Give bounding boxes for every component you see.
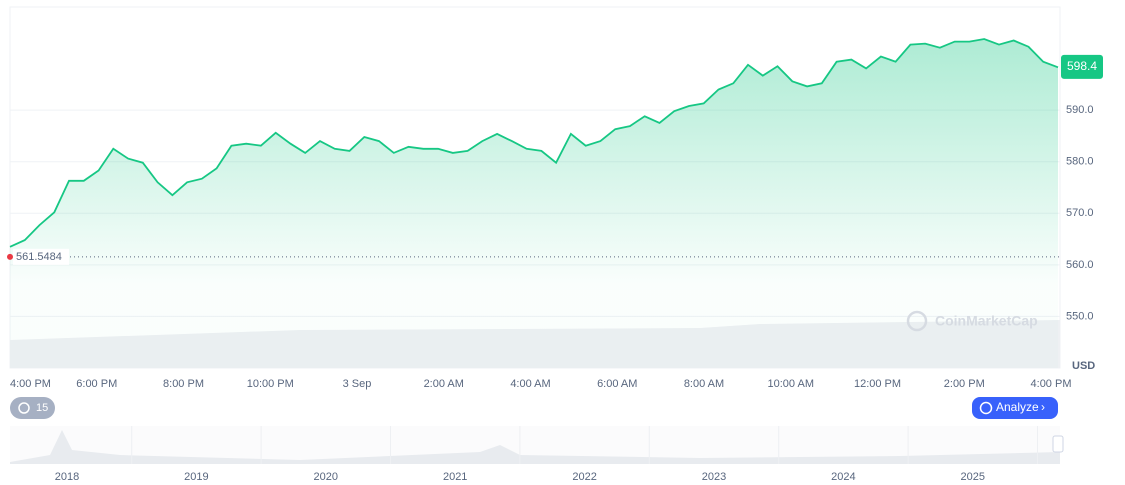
watermark: CoinMarketCap: [935, 313, 1038, 329]
history-count[interactable]: 15: [36, 402, 48, 414]
navigator-year: 2019: [184, 471, 208, 483]
x-tick-label: 8:00 AM: [684, 378, 724, 390]
history-icon: [18, 402, 30, 414]
analyze-chevron: ›: [1041, 400, 1045, 414]
x-tick-label: 10:00 PM: [247, 378, 294, 390]
navigator-year: 2024: [831, 471, 855, 483]
navigator-year: 2018: [55, 471, 79, 483]
x-tick-label: 6:00 AM: [597, 378, 637, 390]
baseline-label-bg: [13, 248, 69, 265]
navigator-year: 2022: [572, 471, 596, 483]
x-tick-label: 3 Sep: [343, 378, 372, 390]
analyze-label[interactable]: Analyze: [996, 400, 1039, 414]
x-tick-label: 8:00 PM: [163, 378, 204, 390]
baseline-label: 561.5484: [16, 251, 62, 263]
price-line: [9, 38, 1059, 248]
navigator-year: 2025: [961, 471, 985, 483]
x-tick-label: 2:00 PM: [944, 378, 985, 390]
analyze-icon: [979, 401, 993, 415]
watermark-logo: [906, 310, 928, 332]
price-tag-label: 598.4: [1067, 59, 1097, 73]
navigator-handle[interactable]: [1052, 435, 1064, 453]
baseline-dot: [7, 253, 13, 260]
navigator-year: 2021: [443, 471, 467, 483]
x-tick-label: 10:00 AM: [768, 378, 814, 390]
y-tick-label: 560.0: [1066, 259, 1094, 271]
x-tick-label: 4:00 PM: [1031, 378, 1072, 390]
analyze-button[interactable]: [972, 397, 1058, 419]
x-tick-label: 6:00 PM: [76, 378, 117, 390]
currency-label: USD: [1072, 360, 1095, 372]
x-tick-label: 4:00 PM: [10, 378, 51, 390]
navigator-year: 2020: [314, 471, 338, 483]
navigator-area: [10, 430, 1060, 464]
price-tag: [1061, 54, 1103, 79]
history-button[interactable]: [10, 397, 55, 419]
y-tick-label: 580.0: [1066, 156, 1094, 168]
x-tick-label: 12:00 PM: [854, 378, 901, 390]
y-tick-label: 550.0: [1066, 310, 1094, 322]
y-tick-label: 590.0: [1066, 104, 1094, 116]
x-tick-label: 4:00 AM: [510, 378, 550, 390]
y-tick-label: 570.0: [1066, 207, 1094, 219]
price-area: [10, 39, 1058, 368]
navigator-year: 2023: [702, 471, 726, 483]
x-tick-label: 2:00 AM: [424, 378, 464, 390]
